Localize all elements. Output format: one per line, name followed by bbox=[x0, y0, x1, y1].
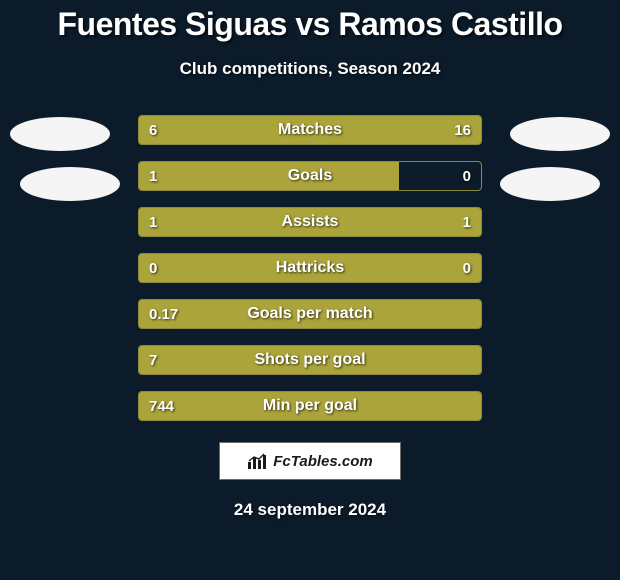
stat-row: 10Goals bbox=[138, 161, 482, 191]
stat-row: 00Hattricks bbox=[138, 253, 482, 283]
footer-logo: FcTables.com bbox=[219, 442, 401, 480]
stat-label: Hattricks bbox=[139, 254, 481, 282]
stat-row: 0.17Goals per match bbox=[138, 299, 482, 329]
stat-label: Min per goal bbox=[139, 392, 481, 420]
stat-row: 744Min per goal bbox=[138, 391, 482, 421]
player-avatar-left-1 bbox=[10, 117, 110, 151]
stat-row: 7Shots per goal bbox=[138, 345, 482, 375]
stat-label: Matches bbox=[139, 116, 481, 144]
stat-label: Goals per match bbox=[139, 300, 481, 328]
stat-row: 11Assists bbox=[138, 207, 482, 237]
comparison-infographic: Fuentes Siguas vs Ramos Castillo Club co… bbox=[0, 0, 620, 580]
stat-label: Shots per goal bbox=[139, 346, 481, 374]
footer-brand-text: FcTables.com bbox=[273, 453, 372, 470]
footer-date: 24 september 2024 bbox=[0, 500, 620, 520]
stat-row: 616Matches bbox=[138, 115, 482, 145]
stat-label: Goals bbox=[139, 162, 481, 190]
player-avatar-right-2 bbox=[500, 167, 600, 201]
stat-bars-container: 616Matches 10Goals 11Assists 00Hattricks 0.1… bbox=[138, 115, 482, 437]
stat-label: Assists bbox=[139, 208, 481, 236]
player-avatar-left-2 bbox=[20, 167, 120, 201]
player-avatar-right-1 bbox=[510, 117, 610, 151]
stats-area: 616Matches 10Goals 11Assists 00Hattricks 0.1… bbox=[0, 115, 620, 425]
chart-icon bbox=[247, 452, 269, 470]
subtitle: Club competitions, Season 2024 bbox=[0, 59, 620, 79]
page-title: Fuentes Siguas vs Ramos Castillo bbox=[0, 0, 620, 43]
